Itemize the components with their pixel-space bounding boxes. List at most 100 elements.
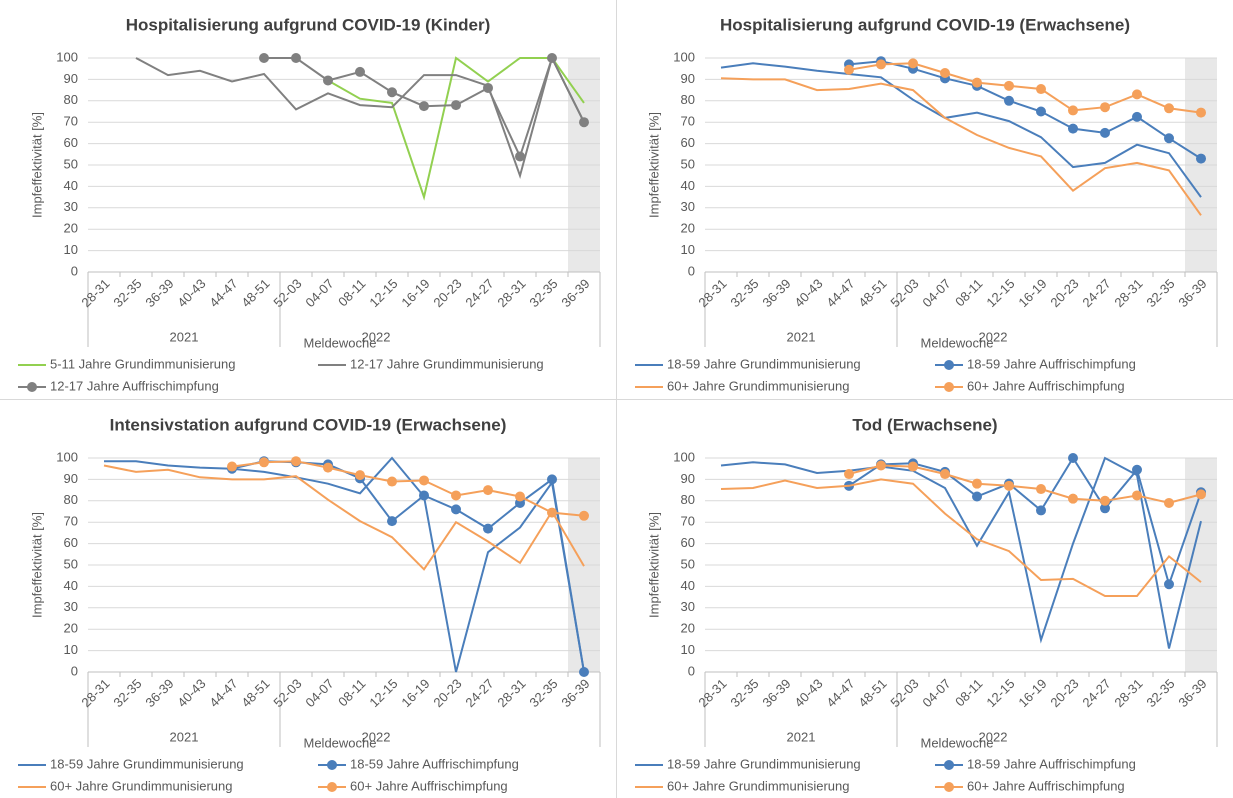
x-tick-label: 28-31 bbox=[78, 276, 112, 310]
y-tick-label: 40 bbox=[681, 578, 695, 593]
legend-label: 12-17 Jahre Auffrischimpfung bbox=[50, 378, 219, 393]
x-tick-label: 04-07 bbox=[302, 276, 336, 310]
x-tick-label: 32-35 bbox=[1143, 276, 1177, 310]
series-marker bbox=[1164, 497, 1174, 508]
year-label: 2021 bbox=[170, 329, 199, 344]
x-tick-label: 44-47 bbox=[823, 676, 857, 710]
x-tick-label: 48-51 bbox=[238, 276, 272, 310]
chart-panel: Intensivstation aufgrund COVID-19 (Erwac… bbox=[18, 415, 601, 793]
x-tick-label: 08-11 bbox=[952, 276, 985, 309]
series-marker bbox=[1036, 484, 1046, 495]
x-tick-label: 20-23 bbox=[430, 676, 464, 710]
series-marker bbox=[876, 460, 886, 471]
x-tick-label: 36-39 bbox=[1175, 276, 1209, 310]
y-tick-label: 10 bbox=[64, 642, 78, 657]
series-marker bbox=[1100, 127, 1110, 138]
year-label: 2022 bbox=[979, 729, 1008, 744]
series-marker bbox=[227, 461, 237, 472]
series-marker bbox=[323, 75, 333, 86]
series-marker bbox=[291, 53, 301, 63]
y-tick-label: 50 bbox=[681, 556, 695, 571]
y-tick-label: 30 bbox=[681, 599, 695, 614]
series-marker bbox=[259, 457, 269, 468]
x-tick-label: 36-39 bbox=[1175, 676, 1209, 710]
x-tick-label: 44-47 bbox=[823, 276, 857, 310]
series-line bbox=[231, 460, 585, 673]
legend-label: 12-17 Jahre Grundimmunisierung bbox=[350, 356, 544, 371]
x-tick-label: 44-47 bbox=[206, 676, 240, 710]
series-marker bbox=[876, 59, 886, 70]
series-marker bbox=[1196, 107, 1206, 118]
x-tick-label: 52-03 bbox=[887, 276, 921, 310]
chart-panel: Hospitalisierung aufgrund COVID-19 (Erwa… bbox=[635, 15, 1218, 393]
series-line bbox=[848, 62, 1202, 114]
series-marker bbox=[1036, 505, 1046, 516]
legend-marker bbox=[327, 760, 337, 770]
series-marker bbox=[547, 53, 557, 63]
series-marker bbox=[387, 87, 397, 98]
x-tick-label: 36-39 bbox=[558, 676, 592, 710]
y-axis-label: Impfeffektivität [%] bbox=[646, 112, 661, 218]
y-tick-label: 90 bbox=[681, 71, 695, 86]
series-line bbox=[720, 62, 1202, 198]
series-marker bbox=[1164, 579, 1174, 590]
series-marker bbox=[387, 516, 397, 527]
x-tick-label: 36-39 bbox=[759, 676, 793, 710]
y-tick-label: 70 bbox=[64, 514, 78, 529]
series-marker bbox=[419, 101, 429, 112]
x-tick-label: 08-11 bbox=[335, 676, 368, 709]
x-tick-label: 20-23 bbox=[1047, 276, 1081, 310]
x-axis-label: Meldewoche bbox=[921, 735, 994, 750]
series-marker bbox=[844, 64, 854, 75]
y-tick-label: 30 bbox=[64, 599, 78, 614]
y-tick-label: 40 bbox=[681, 178, 695, 193]
legend-label: 18-59 Jahre Auffrischimpfung bbox=[350, 756, 519, 771]
y-tick-label: 50 bbox=[64, 556, 78, 571]
legend-label: 18-59 Jahre Grundimmunisierung bbox=[667, 356, 861, 371]
series-marker bbox=[1004, 95, 1014, 106]
year-label: 2022 bbox=[362, 329, 391, 344]
series-marker bbox=[1036, 106, 1046, 117]
y-axis-label: Impfeffektivität [%] bbox=[646, 512, 661, 618]
series-marker bbox=[1100, 102, 1110, 113]
series-marker bbox=[940, 67, 950, 78]
x-tick-label: 08-11 bbox=[952, 676, 985, 709]
y-tick-label: 0 bbox=[688, 263, 695, 278]
legend-label: 60+ Jahre Grundimmunisierung bbox=[50, 778, 232, 793]
y-tick-label: 20 bbox=[64, 221, 78, 236]
x-tick-label: 16-19 bbox=[398, 676, 432, 710]
x-tick-label: 32-35 bbox=[110, 676, 144, 710]
y-tick-label: 10 bbox=[681, 242, 695, 257]
legend-marker bbox=[327, 782, 337, 792]
year-label: 2022 bbox=[362, 729, 391, 744]
series-marker bbox=[972, 491, 982, 502]
x-tick-label: 08-11 bbox=[335, 276, 368, 309]
series-line bbox=[848, 464, 1202, 504]
x-tick-label: 12-15 bbox=[983, 676, 1017, 710]
y-tick-label: 60 bbox=[64, 535, 78, 550]
y-tick-label: 90 bbox=[681, 471, 695, 486]
series-marker bbox=[1100, 503, 1110, 514]
x-tick-label: 52-03 bbox=[270, 276, 304, 310]
legend-marker bbox=[27, 382, 37, 392]
series-marker bbox=[579, 117, 589, 128]
y-tick-label: 60 bbox=[681, 135, 695, 150]
y-tick-label: 60 bbox=[681, 535, 695, 550]
x-tick-label: 24-27 bbox=[462, 676, 496, 710]
y-tick-label: 50 bbox=[64, 156, 78, 171]
series-marker bbox=[291, 456, 301, 467]
chart-title: Intensivstation aufgrund COVID-19 (Erwac… bbox=[110, 415, 507, 434]
legend-label: 18-59 Jahre Auffrischimpfung bbox=[967, 756, 1136, 771]
series-marker bbox=[1004, 80, 1014, 91]
series-marker bbox=[972, 77, 982, 88]
chart-title: Hospitalisierung aufgrund COVID-19 (Kind… bbox=[126, 15, 491, 34]
x-tick-label: 28-31 bbox=[494, 276, 528, 310]
legend-marker bbox=[944, 360, 954, 370]
legend-label: 18-59 Jahre Grundimmunisierung bbox=[50, 756, 244, 771]
series-marker bbox=[579, 510, 589, 521]
series-marker bbox=[844, 469, 854, 480]
y-tick-label: 0 bbox=[71, 663, 78, 678]
y-tick-label: 30 bbox=[64, 199, 78, 214]
legend-label: 5-11 Jahre Grundimmunisierung bbox=[50, 356, 235, 371]
y-tick-label: 20 bbox=[681, 621, 695, 636]
